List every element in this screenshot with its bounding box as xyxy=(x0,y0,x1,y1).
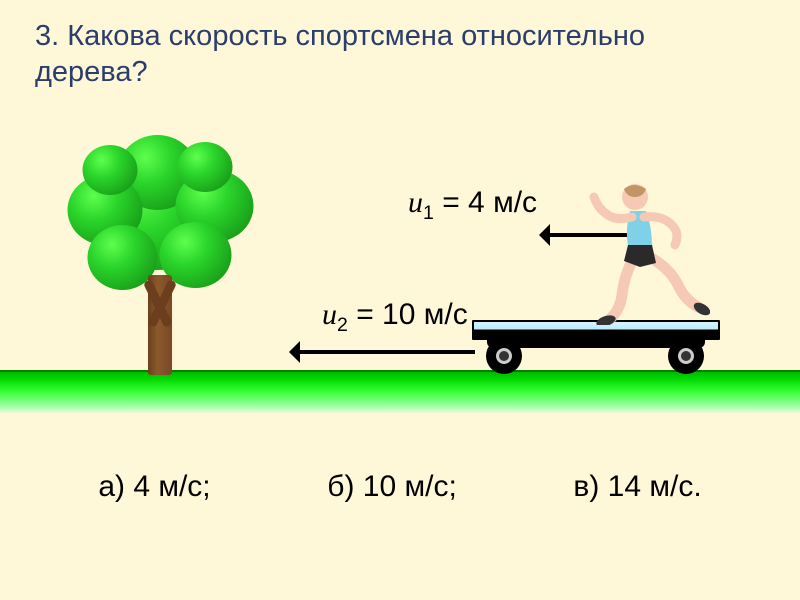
velocity-2-label: u2 = 10 м/с xyxy=(322,298,468,337)
velocity-1-value: = 4 м/с xyxy=(434,186,537,219)
answer-a[interactable]: а) 4 м/с; xyxy=(98,470,210,504)
cart-wheel-front xyxy=(486,338,522,374)
cart-wheel-back xyxy=(668,338,704,374)
answer-choices: а) 4 м/с; б) 10 м/с; в) 14 м/с. xyxy=(0,470,800,504)
velocity-2-index: 2 xyxy=(337,314,348,336)
velocity-1-symbol: u xyxy=(408,186,423,219)
runner xyxy=(580,175,710,325)
answer-c[interactable]: в) 14 м/с. xyxy=(573,470,701,504)
velocity-2-symbol: u xyxy=(322,298,337,331)
ground xyxy=(0,370,800,414)
tree xyxy=(60,130,260,375)
question-text: 3. Какова скорость спортсмена относитель… xyxy=(35,18,765,91)
velocity-1-label: u1 = 4 м/с xyxy=(408,186,537,225)
velocity-2-arrow xyxy=(300,350,475,354)
answer-b[interactable]: б) 10 м/с; xyxy=(327,470,457,504)
velocity-1-index: 1 xyxy=(423,202,434,224)
velocity-2-value: = 10 м/с xyxy=(348,298,468,331)
tree-trunk xyxy=(148,275,172,375)
cart xyxy=(472,320,720,372)
